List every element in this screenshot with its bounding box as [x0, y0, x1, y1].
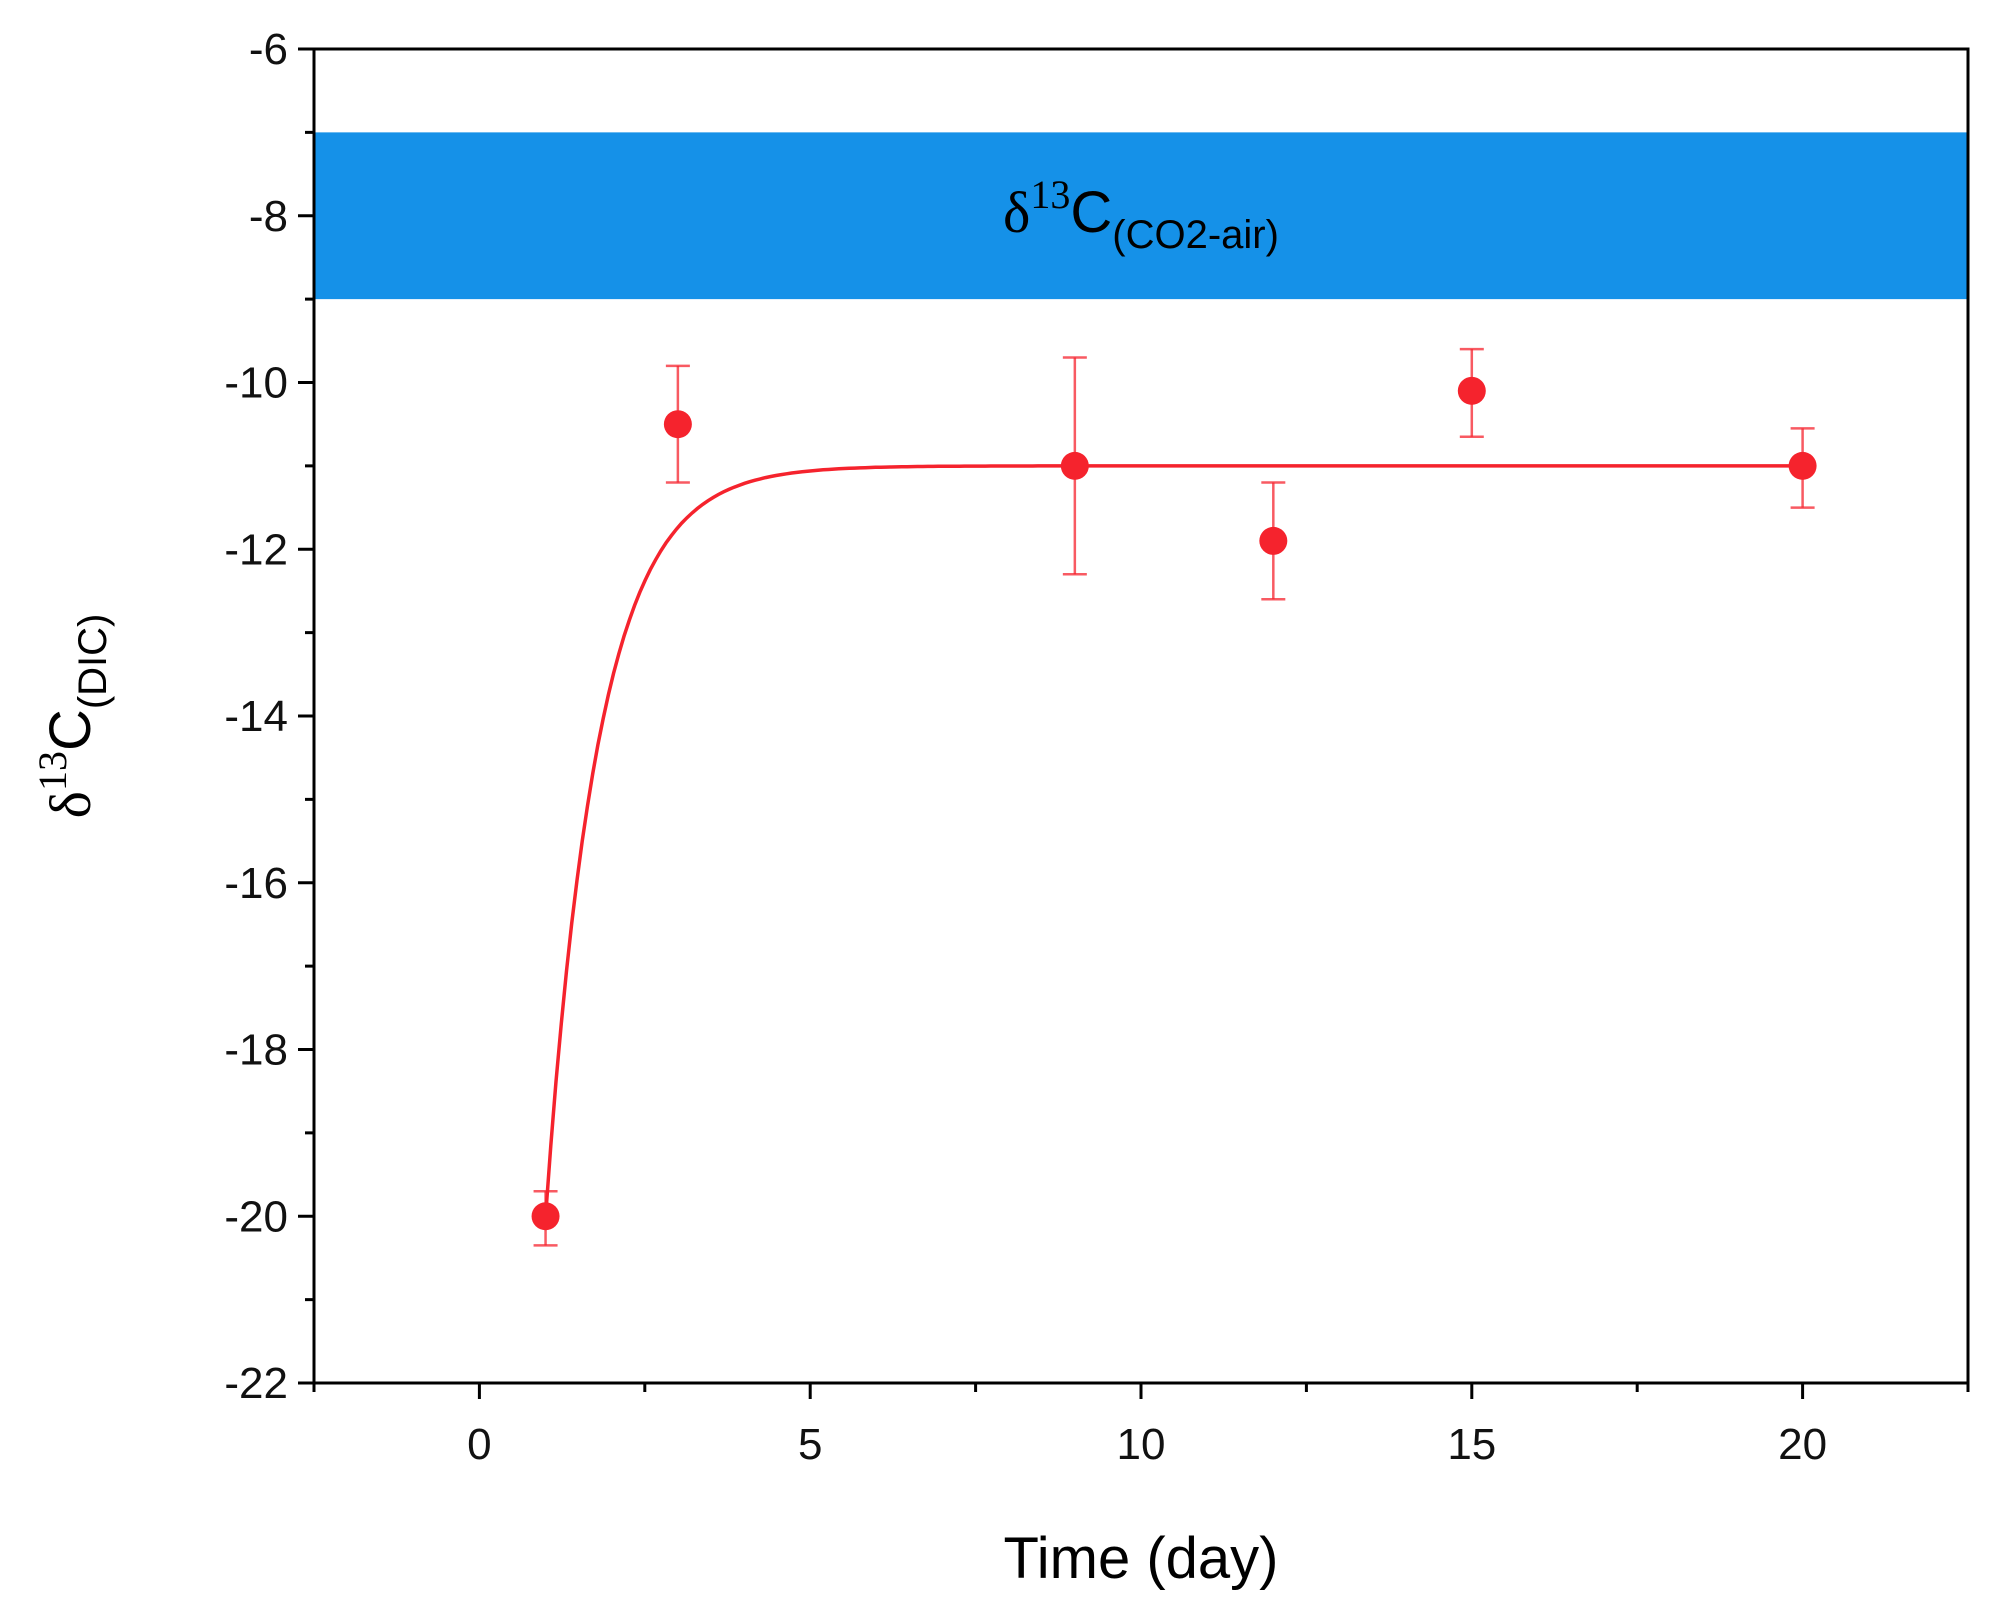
y-title-base: C — [38, 709, 103, 751]
y-title-delta: δ — [38, 791, 103, 818]
data-point — [1457, 376, 1486, 405]
x-axis-title: Time (day) — [1004, 1526, 1279, 1591]
y-tick-label: -22 — [224, 1359, 288, 1408]
fit-curve-group — [543, 464, 1803, 1217]
band-label-base: C — [1070, 180, 1112, 245]
data-point — [1060, 451, 1089, 480]
co2-air-band — [314, 132, 1968, 300]
band-label: δ13C(CO2-air) — [1003, 172, 1279, 257]
x-tick-label: 15 — [1447, 1420, 1496, 1469]
band-label-delta: δ — [1003, 180, 1030, 245]
data-point — [531, 1202, 560, 1231]
y-tick-label: -20 — [224, 1192, 288, 1241]
y-title-superscript: 13 — [30, 751, 75, 791]
y-tick-label: -14 — [224, 692, 288, 741]
y-axis-title: δ13C(DIC) — [30, 614, 115, 819]
y-tick-label: -6 — [249, 25, 288, 74]
x-tick-label: 5 — [798, 1420, 822, 1469]
y-tick-label: -10 — [224, 359, 288, 408]
y-tick-label: -18 — [224, 1026, 288, 1075]
data-point — [1259, 526, 1288, 555]
fit-curve — [543, 464, 1803, 1217]
band-label-subscript: (CO2-air) — [1112, 213, 1279, 257]
data-points-group — [531, 376, 1817, 1231]
x-tick-label: 20 — [1778, 1420, 1827, 1469]
x-tick-label: 10 — [1117, 1420, 1166, 1469]
y-title-subscript: (DIC) — [71, 614, 115, 710]
axes-group: 0 5 10 15 20 -22 -20 -18 -16 -14 -12 -10 -8 -6 — [224, 25, 1970, 1469]
data-point — [663, 410, 692, 439]
y-tick-label: -8 — [249, 192, 288, 241]
band-label-superscript: 13 — [1030, 172, 1070, 217]
data-point — [1788, 451, 1817, 480]
x-tick-label: 0 — [467, 1420, 491, 1469]
y-tick-label: -16 — [224, 859, 288, 908]
y-tick-label: -12 — [224, 525, 288, 574]
error-bars-group — [533, 347, 1815, 1247]
